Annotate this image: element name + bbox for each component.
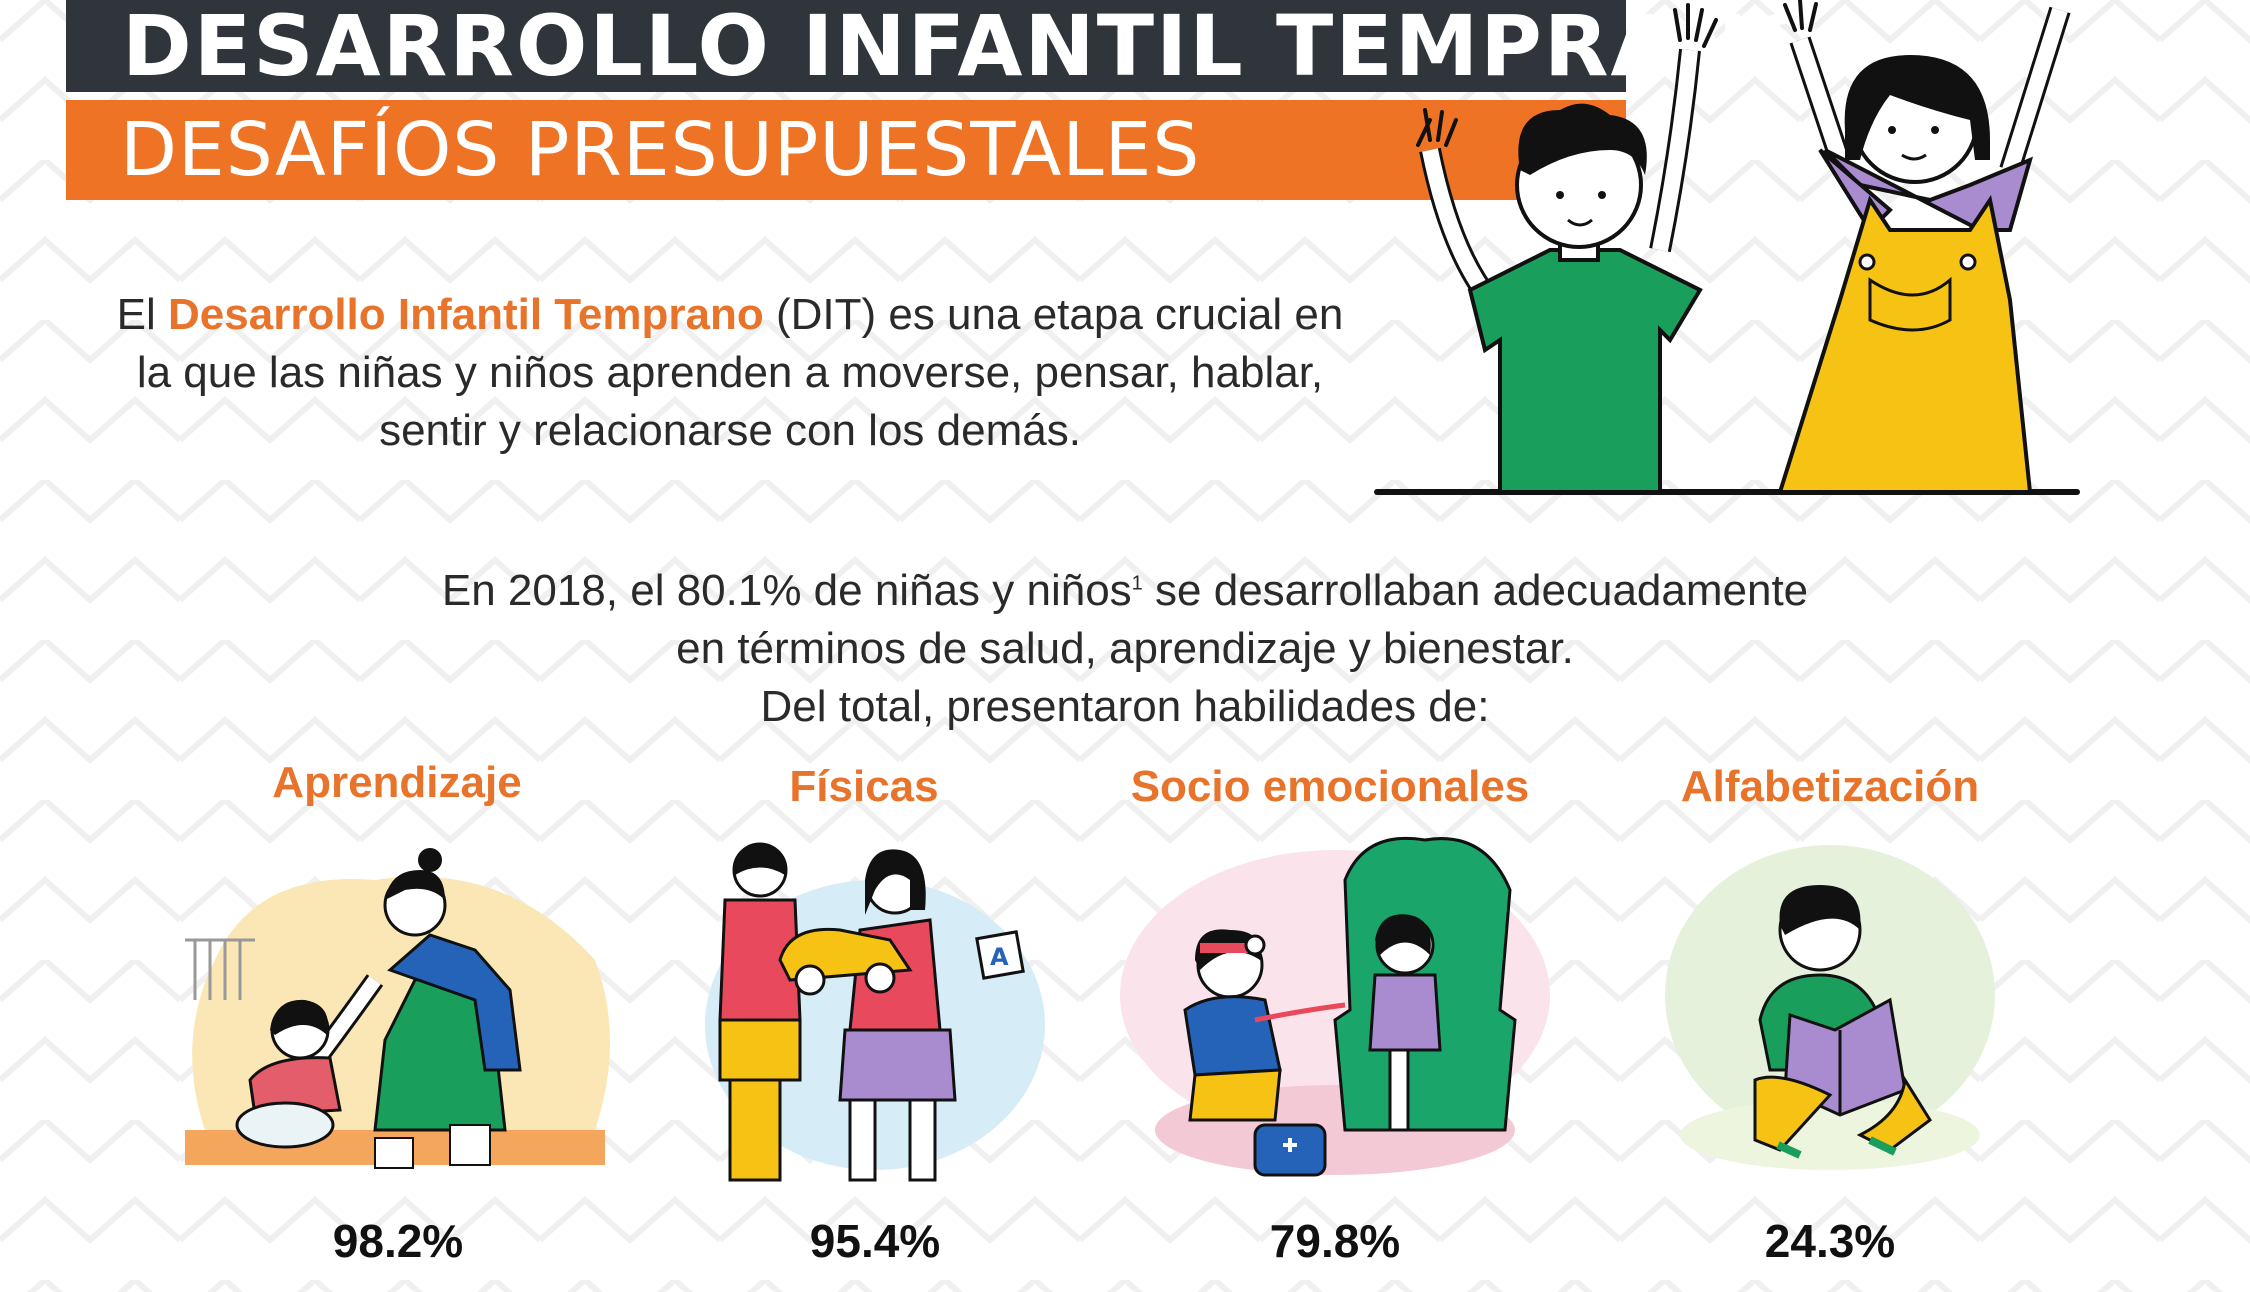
intro-suffix: (DIT) es una etapa crucial en la que las… (136, 290, 1344, 455)
intro-highlight: Desarrollo Infantil Temprano (168, 290, 764, 339)
page-title: DESARROLLO INFANTIL TEMPRANO (122, 0, 1824, 95)
category-title-alfabetizacion: Alfabetización (1680, 762, 1980, 811)
intro-paragraph: El Desarrollo Infantil Temprano (DIT) es… (110, 286, 1350, 460)
girl-figure (1777, 0, 2071, 494)
children-celebrating-illustration (1374, 0, 2080, 495)
svg-text:A: A (990, 943, 1009, 971)
child-reading-book-illustration (1665, 845, 1995, 1170)
footnote-marker: 1 (1131, 572, 1143, 595)
boy-figure (1416, 3, 1718, 494)
percentage-aprendizaje: 98.2% (332, 1215, 464, 1267)
mother-child-cooking-illustration (185, 848, 610, 1169)
kids-playing-toy-car-illustration: A (705, 842, 1045, 1182)
stat-line-1a: En 2018, el 80.1% de niñas y niños (441, 566, 1132, 615)
stat-line-2: en términos de salud, aprendizaje y bien… (676, 624, 1574, 673)
title-banner: DESARROLLO INFANTIL TEMPRANO (66, 0, 1821, 92)
stat-line-3: Del total, presentaron habilidades de: (760, 682, 1490, 731)
stat-line-1: En 2018, el 80.1% de niñas y niños1 se d… (300, 562, 1950, 620)
category-title-aprendizaje: Aprendizaje (272, 758, 522, 807)
category-title-fisicas: Físicas (789, 762, 939, 811)
stat-line-1b: se desarrollaban adecuadamente (1142, 566, 1809, 615)
statistic-paragraph: En 2018, el 80.1% de niñas y niños1 se d… (300, 562, 1950, 736)
subtitle-banner: DESAFÍOS PRESUPUESTALES (66, 100, 1626, 200)
category-title-socio-emocionales: Socio emocionales (1130, 762, 1530, 811)
intro-prefix: El (116, 290, 169, 339)
percentage-alfabetizacion: 24.3% (1764, 1215, 1896, 1267)
kids-playing-doctor-illustration (1120, 836, 1550, 1177)
page-subtitle: DESAFÍOS PRESUPUESTALES (120, 107, 1201, 193)
percentage-fisicas: 95.4% (809, 1215, 941, 1267)
percentage-socio-emocionales: 79.8% (1269, 1215, 1401, 1267)
